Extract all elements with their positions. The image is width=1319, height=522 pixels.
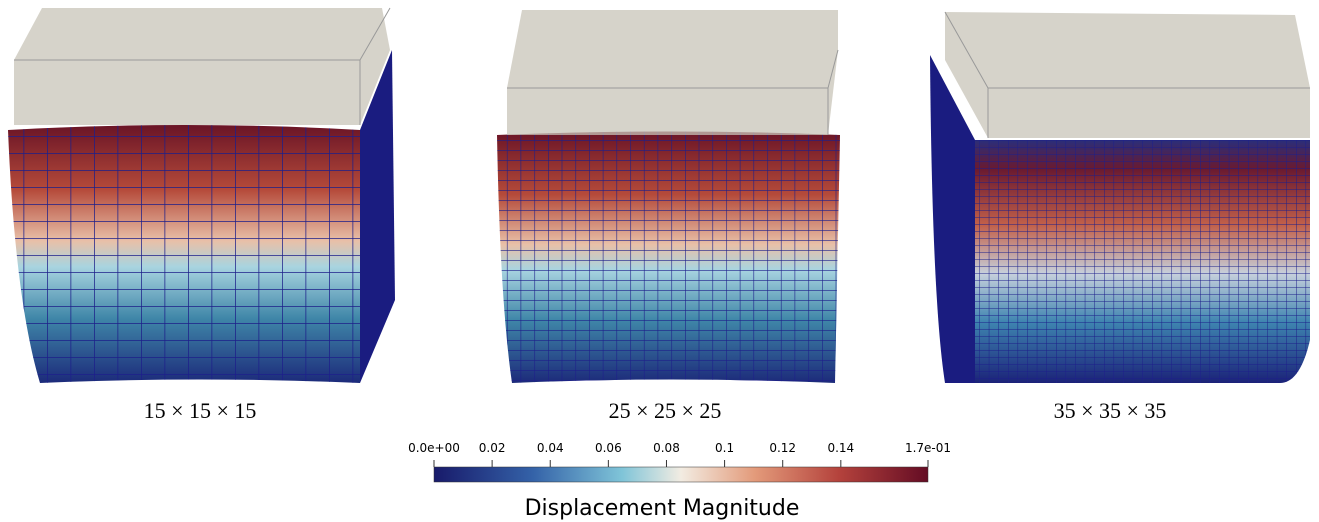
cube-2 <box>497 10 840 383</box>
colorbar-tick-label: 0.0e+00 <box>408 441 460 455</box>
colorbar-tick-label: 0.14 <box>827 441 854 455</box>
colorbar-tick-label: 0.1 <box>715 441 734 455</box>
cube-1 <box>8 7 395 383</box>
colorbar-tick-label: 0.02 <box>479 441 506 455</box>
colorbar-tick-label: 0.12 <box>769 441 796 455</box>
colorbar <box>433 466 929 483</box>
colorbar-tick-label: 1.7e-01 <box>905 441 951 455</box>
panel-caption: 25 × 25 × 25 <box>609 398 722 423</box>
cube-3 <box>930 11 1310 383</box>
colorbar-title: Displacement Magnitude <box>525 496 800 521</box>
colorbar-tick-label: 0.06 <box>595 441 622 455</box>
colorbar-tick-label: 0.08 <box>653 441 680 455</box>
colorbar-tick-label: 0.04 <box>537 441 564 455</box>
panel-caption: 35 × 35 × 35 <box>1054 398 1167 423</box>
panel-caption: 15 × 15 × 15 <box>144 398 257 423</box>
